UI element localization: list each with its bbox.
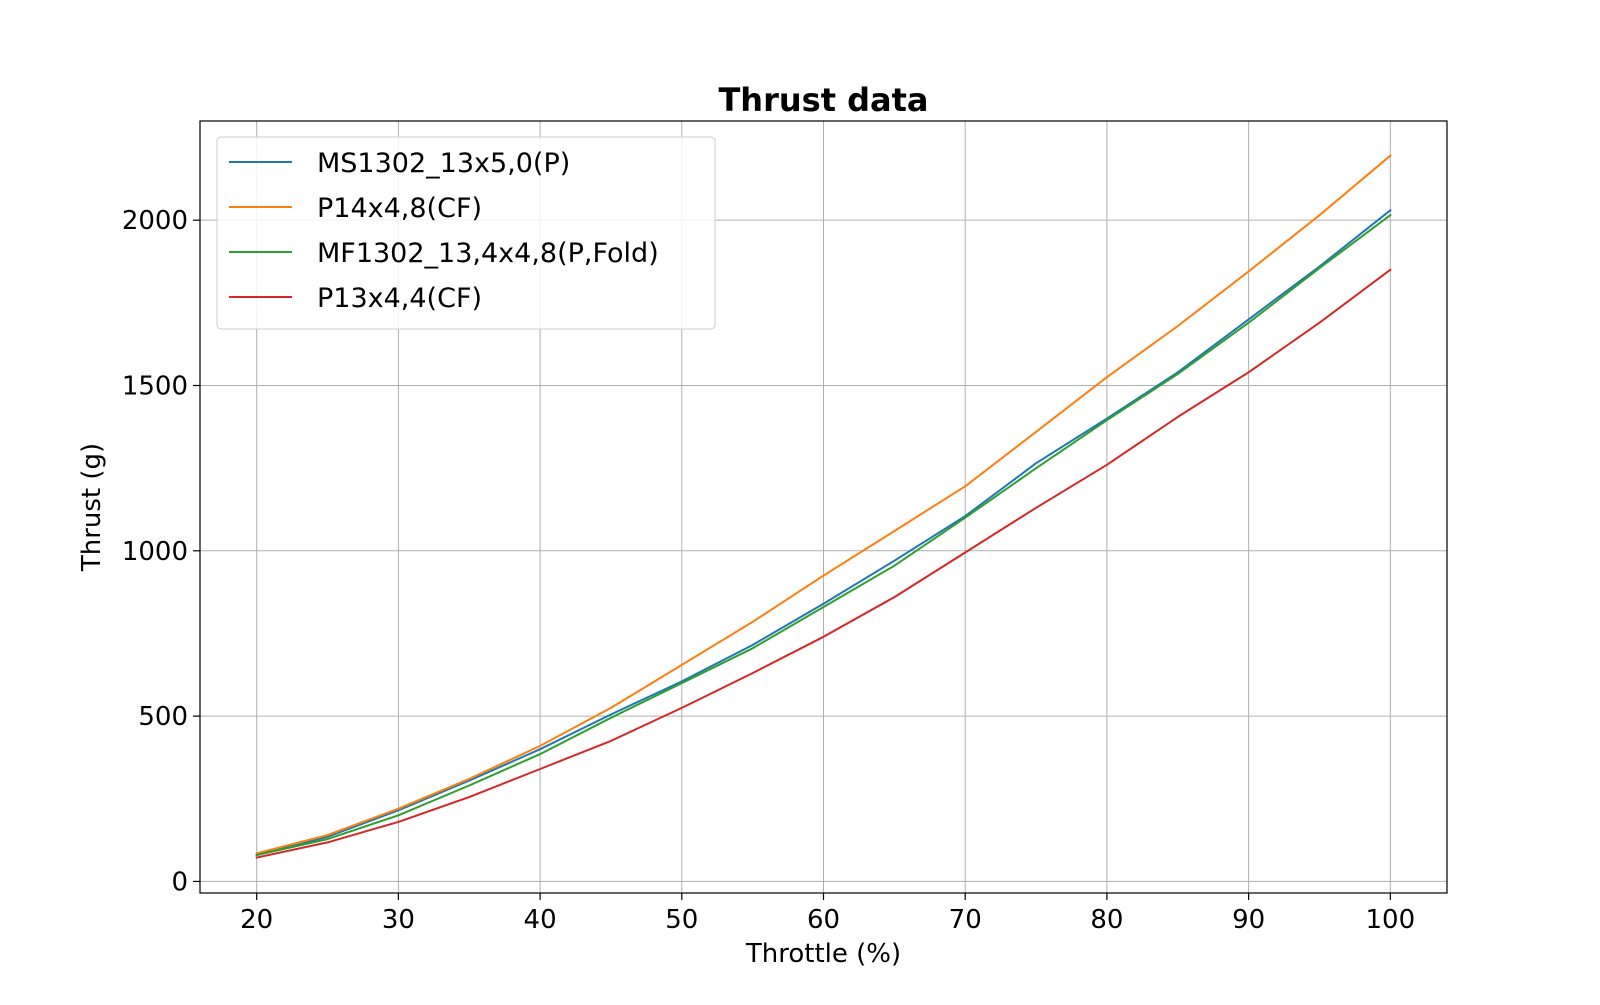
y-tick-label: 2000 (122, 206, 188, 236)
x-tick-label: 40 (524, 905, 557, 935)
legend-label-3: MF1302_13,4x4,8(P,Fold) (317, 238, 659, 269)
x-tick-label: 30 (382, 905, 415, 935)
x-tick-label: 100 (1365, 905, 1415, 935)
legend-label-1: MS1302_13x5,0(P) (317, 148, 570, 179)
legend-frame (216, 136, 716, 330)
x-tick-label: 60 (807, 905, 840, 935)
y-tick-label: 0 (171, 867, 188, 897)
x-tick-label: 80 (1090, 905, 1123, 935)
legend-label-2: P14x4,8(CF) (317, 193, 482, 224)
legend-label-4: P13x4,4(CF) (317, 283, 482, 314)
x-axis-label: Throttle (%) (745, 939, 901, 969)
y-tick-label: 500 (138, 702, 188, 732)
x-tick-label: 70 (949, 905, 982, 935)
series-line-1 (255, 208, 1392, 857)
series-line-2 (255, 154, 1392, 855)
y-axis-label: Thrust (g) (77, 443, 107, 572)
series-line-3 (255, 213, 1392, 857)
legend: MS1302_13x5,0(P) P14x4,8(CF) MF1302_13,4x4… (216, 136, 716, 330)
y-tick-label: 1000 (122, 537, 188, 567)
x-tick-label: 20 (240, 905, 273, 935)
x-tick-label: 50 (665, 905, 698, 935)
series-layer (255, 154, 1392, 859)
chart-title: Thrust data (718, 81, 928, 119)
grid-layer (200, 121, 1447, 893)
series-line-4 (255, 268, 1392, 859)
x-tick-label: 90 (1232, 905, 1265, 935)
y-tick-label: 1500 (122, 371, 188, 401)
